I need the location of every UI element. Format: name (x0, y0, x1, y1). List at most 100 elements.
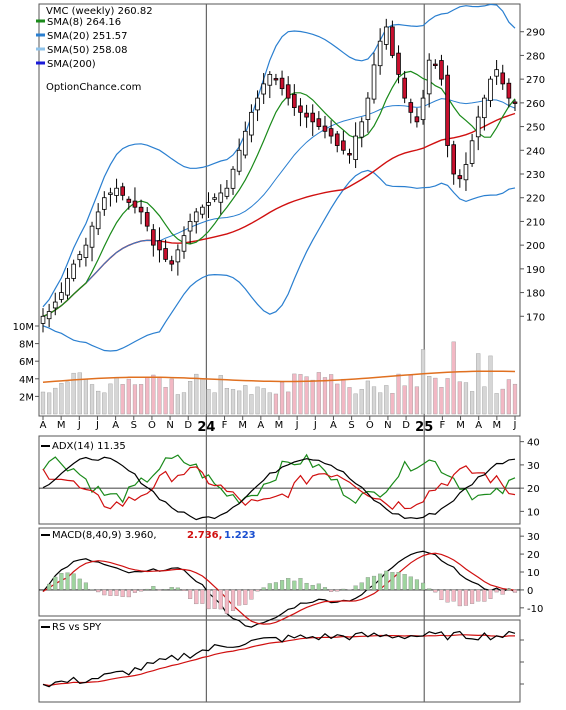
candle-body (47, 312, 51, 319)
candle-body (41, 316, 45, 323)
macd-histogram-bar (158, 590, 162, 591)
candle-body (378, 41, 382, 66)
x-tick-label: D (184, 420, 192, 431)
candle-body (360, 122, 364, 137)
macd-histogram-bar (470, 590, 474, 604)
price-tick-label: 290 (526, 28, 545, 39)
macd-histogram-bar (72, 574, 76, 590)
macd-histogram-bar (323, 587, 327, 590)
volume-bar (415, 387, 419, 414)
macd-histogram-bar (182, 590, 186, 591)
volume-bar (115, 377, 119, 414)
candle-body (440, 61, 444, 80)
volume-tick-label: 2M (19, 392, 34, 403)
macd-histogram-bar (446, 590, 450, 602)
volume-bar (59, 383, 63, 414)
candle-body (78, 255, 82, 260)
macd-histogram-bar (335, 590, 339, 591)
candle-body (335, 134, 339, 146)
candle-body (231, 169, 235, 188)
candle-body (403, 78, 407, 98)
candle-body (84, 245, 88, 257)
macd-histogram-bar (164, 589, 168, 590)
volume-bar (403, 386, 407, 414)
macd-histogram-bar (213, 590, 217, 609)
macd-histogram-bar (305, 583, 309, 590)
candle-body (513, 102, 517, 104)
macd-histogram-bar (366, 577, 370, 590)
macd-histogram-bar (409, 577, 413, 590)
volume-bar (323, 377, 327, 414)
volume-bar (262, 389, 266, 414)
x-tick-label: M (456, 420, 465, 431)
candle-body (317, 119, 321, 127)
x-tick-label: A (475, 420, 482, 431)
volume-bar (133, 385, 137, 414)
candle-body (329, 129, 333, 136)
x-tick-label: M (275, 420, 284, 431)
macd-histogram-bar (495, 590, 499, 592)
volume-bar (280, 382, 284, 414)
candle-body (188, 221, 192, 231)
adx-tick-label: 40 (527, 438, 540, 449)
volume-bar (256, 387, 260, 414)
macd-histogram-bar (194, 590, 198, 604)
x-tick-label: M (238, 420, 247, 431)
candle-body (59, 293, 63, 300)
volume-bar (176, 394, 180, 414)
macd-hist-value: 1.223 (224, 530, 256, 541)
volume-bar (440, 387, 444, 414)
candle-body (133, 201, 137, 207)
macd-histogram-bar (250, 590, 254, 599)
volume-bar (409, 375, 413, 414)
macd-histogram-bar (151, 586, 155, 590)
macd-histogram-bar (188, 590, 192, 599)
volume-bar (495, 393, 499, 414)
macd-histogram-bar (225, 590, 229, 614)
volume-bar (501, 389, 505, 414)
macd-histogram-bar (176, 588, 180, 590)
macd-title: MACD(8,40,9) 3.960, (52, 530, 157, 541)
legend-entry: SMA(8) 264.16 (47, 17, 121, 28)
macd-histogram-bar (78, 579, 82, 590)
candle-body (415, 117, 419, 122)
volume-bar (311, 380, 315, 414)
macd-histogram-bar (115, 590, 119, 596)
volume-bar (102, 393, 106, 414)
candle-body (433, 64, 437, 66)
x-tick-label: O (148, 420, 156, 431)
volume-bar (507, 380, 511, 414)
x-tick-label: M (493, 420, 502, 431)
candle-body (476, 117, 480, 137)
candle-body (121, 187, 125, 196)
candle-body (354, 136, 358, 160)
candle-body (164, 249, 168, 260)
volume-bar (243, 385, 247, 414)
volume-bar (427, 376, 431, 414)
volume-bar (66, 382, 70, 414)
candle-body (262, 84, 266, 94)
candle-body (501, 73, 505, 84)
macd-histogram-bar (256, 590, 260, 591)
macd-histogram-bar (102, 590, 106, 595)
candle-body (158, 241, 162, 250)
volume-bar (513, 384, 517, 414)
x-tick-label: D (402, 420, 410, 431)
volume-bar (378, 393, 382, 414)
price-tick-label: 210 (526, 217, 545, 228)
candle-body (280, 78, 284, 88)
volume-tick-label: 10M (13, 322, 34, 333)
volume-bar (458, 382, 462, 414)
macd-histogram-bar (96, 590, 100, 592)
volume-bar (299, 374, 303, 414)
macd-histogram-bar (360, 583, 364, 590)
x-tick-label: S (348, 420, 354, 431)
macd-tick-label: 0 (527, 586, 533, 597)
macd-histogram-bar (354, 586, 358, 590)
macd-panel-frame (39, 528, 520, 616)
candle-body (243, 131, 247, 155)
volume-bar (139, 384, 143, 414)
volume-bar (341, 379, 345, 414)
price-tick-label: 230 (526, 170, 545, 181)
